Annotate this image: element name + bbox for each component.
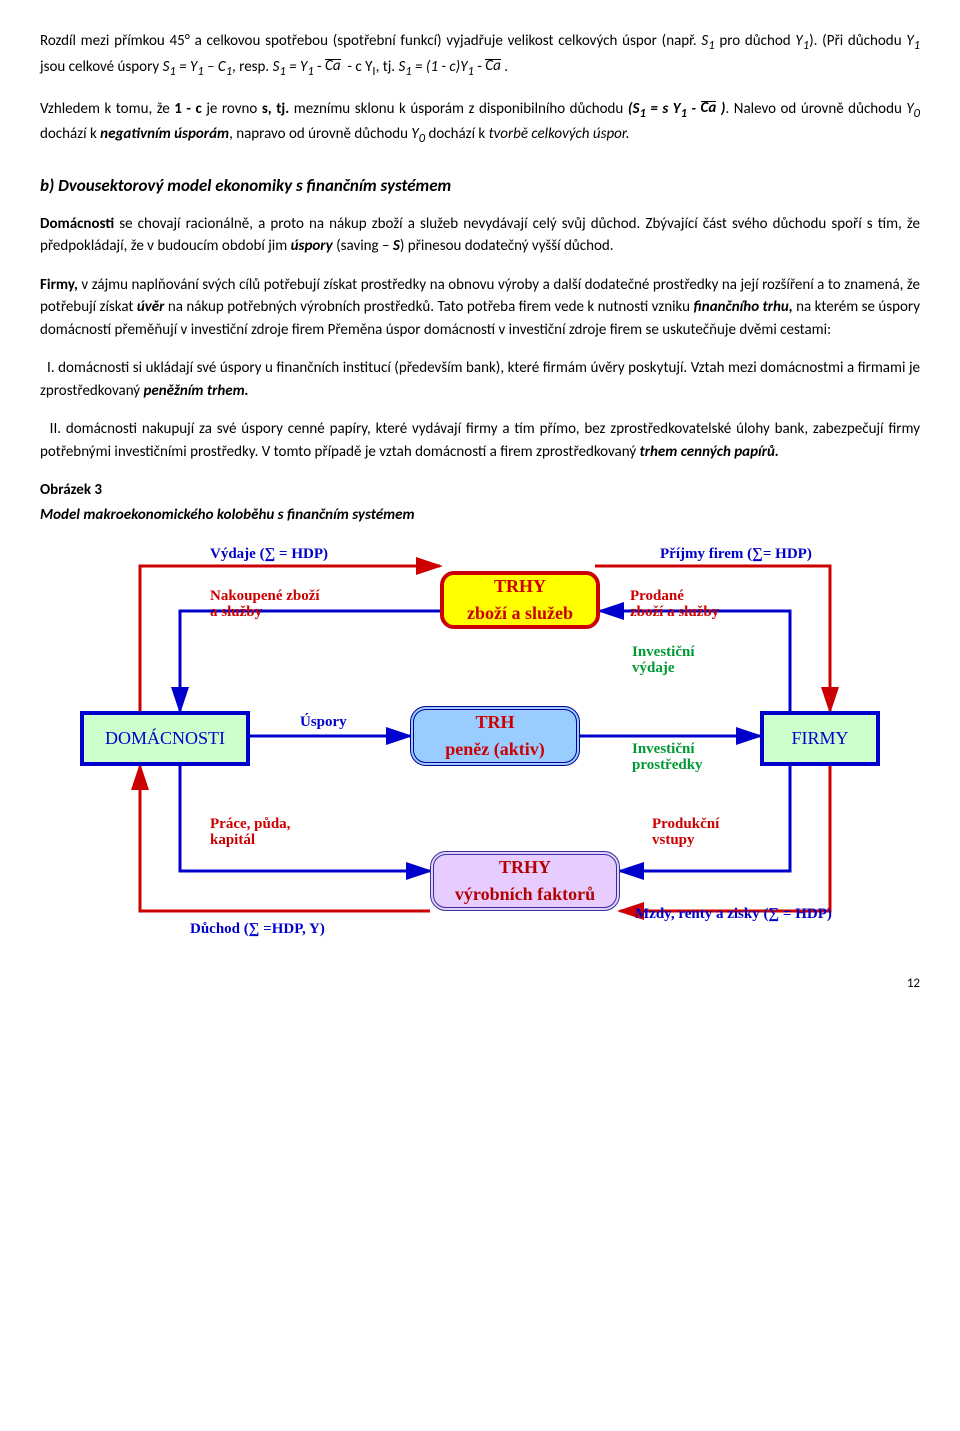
figure-label: Obrázek 3 [40,479,920,502]
lbl-uspory: Úspory [300,714,347,731]
figure-title: Model makroekonomického koloběhu s finan… [40,504,920,527]
paragraph-4: Firmy, v zájmu naplňování svých cílů pot… [40,274,920,342]
box-trhy-vyrob: TRHY výrobních faktorů [430,851,620,911]
box-trhy-zbozi: TRHY zboží a služeb [440,571,600,629]
paragraph-2: Vzhledem k tomu, že 1 - c je rovno s, tj… [40,98,920,150]
paragraph-5: I. domácnosti si ukládají své úspory u f… [40,357,920,402]
page: Rozdíl mezi přímkou 45° a celkovou spotř… [0,0,960,1014]
lbl-prodane2: zboží a služby [630,604,719,621]
box-trhy-zbozi-line1: TRHY [494,573,546,600]
lbl-mzdy: Mzdy, renty a zisky (∑ = HDP) [635,906,832,923]
lbl-prijmy: Příjmy firem (∑= HDP) [660,546,812,563]
page-number: 12 [40,974,920,994]
lbl-prace1: Práce, půda, [210,816,290,833]
box-trhy-zbozi-line2: zboží a služeb [467,600,573,627]
box-trh-penez-line1: TRH [475,709,514,736]
box-domacnosti: DOMÁCNOSTI [80,711,250,766]
lbl-investpro2: prostředky [632,757,703,774]
box-trh-penez-line2: peněz (aktiv) [445,736,544,763]
lbl-duchod: Důchod (∑ =HDP, Y) [190,921,325,938]
lbl-investvyd1: Investiční [632,644,695,661]
lbl-investvyd2: výdaje [632,660,675,677]
lbl-produkc1: Produkční [652,816,719,833]
lbl-prace2: kapitál [210,832,255,849]
paragraph-6: II. domácnosti nakupují za své úspory ce… [40,418,920,463]
heading-b: b) Dvousektorový model ekonomiky s finan… [40,173,920,199]
box-firmy: FIRMY [760,711,880,766]
paragraph-3: Domácnosti se chovají racionálně, a prot… [40,213,920,258]
box-trhy-vyrob-line1: TRHY [499,854,551,881]
lbl-nakoupene2: a služby [210,604,262,621]
box-trhy-vyrob-line2: výrobních faktorů [455,881,595,908]
box-trh-penez: TRH peněz (aktiv) [410,706,580,766]
lbl-investpro1: Investiční [632,741,695,758]
lbl-vydaje: Výdaje (∑ = HDP) [210,546,328,563]
lbl-prodane1: Prodané [630,588,684,605]
paragraph-1: Rozdíl mezi přímkou 45° a celkovou spotř… [40,30,920,82]
diagram: DOMÁCNOSTI FIRMY TRHY zboží a služeb TRH… [40,536,920,956]
lbl-nakoupene1: Nakoupené zboží [210,588,320,605]
lbl-produkc2: vstupy [652,832,695,849]
